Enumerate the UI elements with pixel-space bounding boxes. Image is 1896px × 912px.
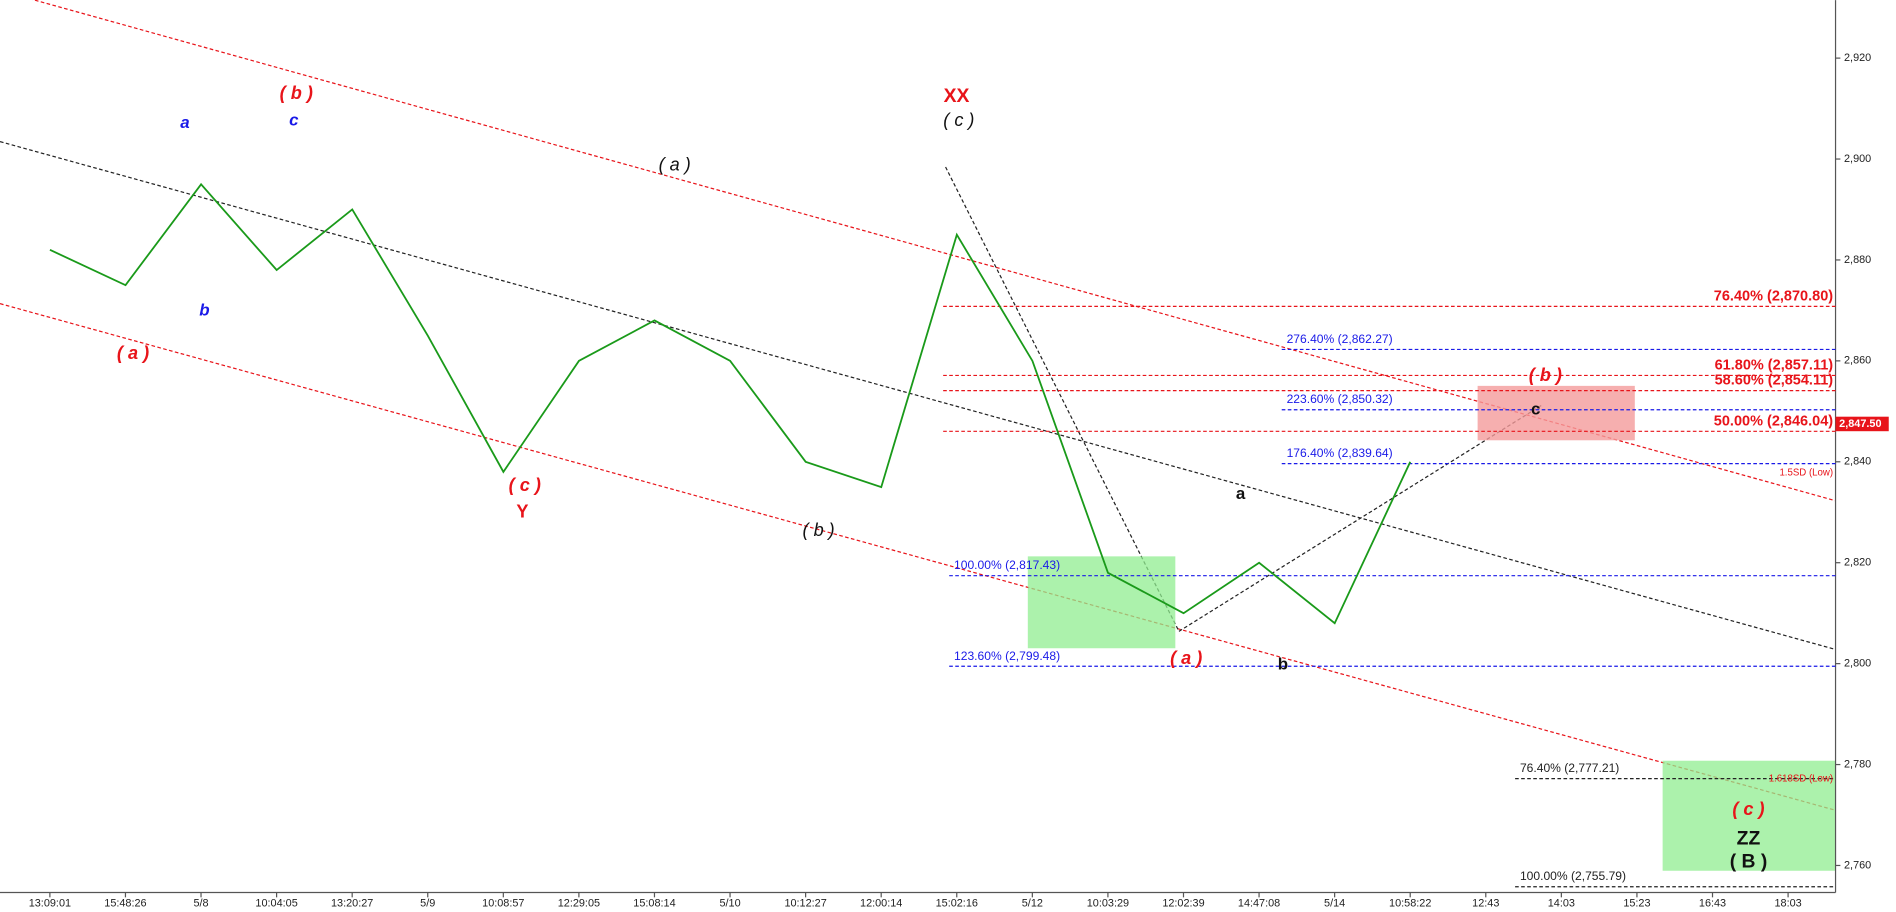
level-label: 100.00% (2,817.43) [954, 558, 1060, 572]
x-tick-label: 5/12 [1022, 897, 1043, 909]
x-tick-label: 5/9 [420, 897, 435, 909]
wave-label: ( a ) [117, 343, 149, 363]
x-tick-label: 5/14 [1324, 897, 1345, 909]
x-tick-label: 16:43 [1699, 897, 1726, 909]
y-tick-label: 2,920 [1844, 52, 1871, 64]
projection-line [945, 166, 1180, 632]
wave-label: ( c ) [943, 110, 974, 130]
x-tick-label: 10:12:27 [784, 897, 826, 909]
x-tick-label: 14:47:08 [1238, 897, 1280, 909]
wave-label: c [1531, 400, 1540, 419]
level-label: 100.00% (2,755.79) [1520, 869, 1626, 883]
wave-label: c [289, 111, 299, 130]
y-tick-label: 2,780 [1844, 758, 1871, 770]
y-tick-label: 2,900 [1844, 153, 1871, 165]
x-tick-label: 5/10 [719, 897, 740, 909]
x-tick-label: 5/8 [193, 897, 208, 909]
wave-label: ( B ) [1730, 850, 1768, 872]
projection-line [1178, 404, 1543, 632]
wave-label: ( c ) [509, 475, 541, 495]
x-tick-label: 12:43 [1472, 897, 1499, 909]
x-tick-label: 12:00:14 [860, 897, 902, 909]
channel-lower [0, 303, 1836, 811]
last-price-marker [1835, 416, 1889, 432]
wave-label: ZZ [1737, 827, 1761, 849]
level-label: 223.60% (2,850.32) [1287, 392, 1393, 406]
y-tick-label: 2,880 [1844, 254, 1871, 266]
x-tick-label: 13:20:27 [331, 897, 373, 909]
x-tick-label: 12:29:05 [558, 897, 600, 909]
wave-label: 1.618SD (Low) [1769, 773, 1833, 784]
y-tick-label: 2,820 [1844, 557, 1871, 569]
wave-label: Y [516, 502, 528, 522]
y-tick-label: 2,840 [1844, 456, 1871, 468]
y-tick-label: 2,800 [1844, 658, 1871, 670]
level-label: 276.40% (2,862.27) [1287, 332, 1393, 346]
x-tick-label: 15:48:26 [104, 897, 146, 909]
wave-label: ( b ) [803, 520, 835, 540]
last-price-label: 2,847.50 [1839, 418, 1881, 430]
x-tick-label: 15:02:16 [936, 897, 978, 909]
x-tick-label: 10:04:05 [255, 897, 297, 909]
channel-middle [0, 141, 1836, 651]
level-label: 123.60% (2,799.48) [954, 649, 1060, 663]
x-tick-label: 18:03 [1774, 897, 1801, 909]
x-tick-label: 10:58:22 [1389, 897, 1431, 909]
x-tick-label: 10:08:57 [482, 897, 524, 909]
level-label: 61.80% (2,857.11) [1715, 358, 1834, 374]
level-label: 176.40% (2,839.64) [1287, 446, 1393, 460]
y-tick-label: 2,860 [1844, 355, 1871, 367]
x-tick-label: 15:08:14 [633, 897, 675, 909]
wave-label: XX [944, 85, 970, 107]
x-tick-label: 14:03 [1548, 897, 1575, 909]
wave-label: a [1236, 484, 1246, 503]
wave-label: a [180, 113, 189, 132]
wave-label: ( b ) [1529, 365, 1562, 385]
wave-label: ( b ) [280, 83, 313, 103]
wave-label: 1.5SD (Low) [1779, 467, 1833, 478]
wave-label: ( a ) [1170, 648, 1202, 668]
price-line [49, 182, 1412, 625]
wave-label: b [199, 300, 209, 319]
level-label: 50.00% (2,846.04) [1714, 413, 1833, 429]
wave-label: ( a ) [659, 155, 691, 175]
level-label: 58.60% (2,854.11) [1715, 373, 1834, 389]
x-tick-label: 13:09:01 [29, 897, 71, 909]
x-tick-label: 10:03:29 [1087, 897, 1129, 909]
target-box [1477, 385, 1635, 441]
wave-label: b [1278, 655, 1288, 674]
level-label: 76.40% (2,777.21) [1520, 761, 1619, 775]
x-tick-label: 15:23 [1623, 897, 1650, 909]
x-tick-label: 12:02:39 [1162, 897, 1204, 909]
level-label: 76.40% (2,870.80) [1714, 289, 1833, 305]
target-box [1027, 556, 1176, 649]
y-tick-label: 2,760 [1844, 859, 1871, 871]
wave-label: ( c ) [1732, 799, 1764, 819]
